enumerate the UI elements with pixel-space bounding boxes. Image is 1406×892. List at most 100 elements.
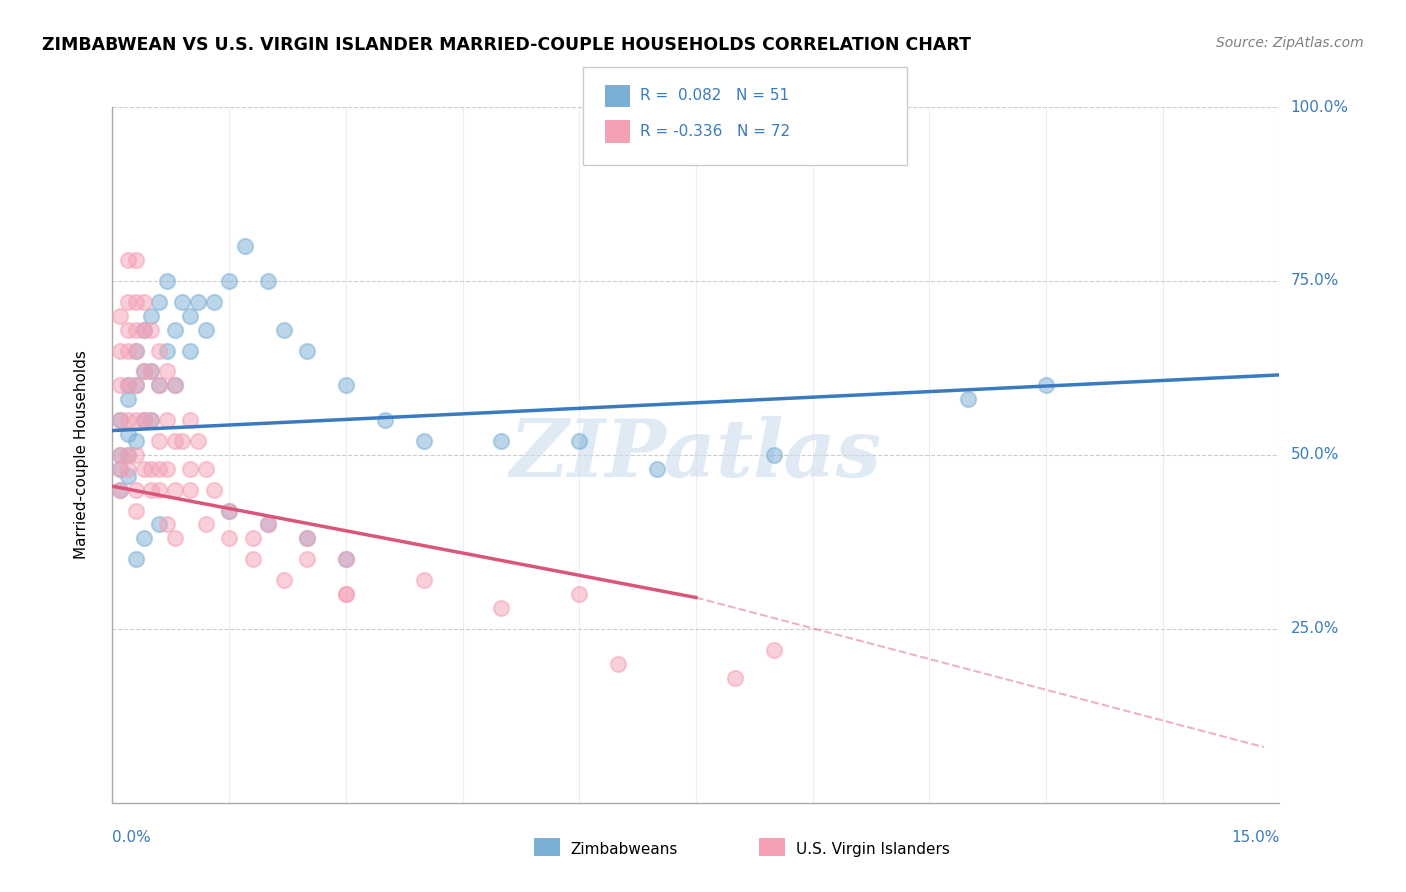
- Point: [125, 483, 148, 497]
- Point: [132, 413, 155, 427]
- Point: [163, 483, 186, 497]
- Point: [187, 434, 209, 448]
- Point: [117, 343, 139, 358]
- Point: [242, 552, 264, 566]
- Point: [148, 434, 170, 448]
- Point: [125, 323, 148, 337]
- Point: [156, 274, 179, 288]
- Point: [163, 434, 186, 448]
- Point: [172, 294, 194, 309]
- Text: 25.0%: 25.0%: [1291, 622, 1339, 636]
- Point: [957, 392, 980, 407]
- Point: [132, 462, 155, 476]
- Point: [179, 483, 201, 497]
- Point: [110, 462, 132, 476]
- Point: [125, 552, 148, 566]
- Point: [187, 294, 209, 309]
- Point: [141, 309, 163, 323]
- Point: [724, 671, 747, 685]
- Point: [335, 587, 357, 601]
- Text: 50.0%: 50.0%: [1291, 448, 1339, 462]
- Point: [218, 503, 240, 517]
- Point: [110, 448, 132, 462]
- Point: [163, 323, 186, 337]
- Point: [257, 517, 280, 532]
- Point: [132, 364, 155, 378]
- Point: [132, 323, 155, 337]
- Point: [132, 294, 155, 309]
- Text: 15.0%: 15.0%: [1232, 830, 1279, 845]
- Point: [125, 343, 148, 358]
- Point: [117, 323, 139, 337]
- Point: [132, 323, 155, 337]
- Point: [257, 274, 280, 288]
- Point: [607, 657, 630, 671]
- Point: [148, 517, 170, 532]
- Point: [179, 413, 201, 427]
- Point: [335, 552, 357, 566]
- Point: [412, 434, 434, 448]
- Point: [141, 413, 163, 427]
- Point: [295, 532, 318, 546]
- Point: [141, 483, 163, 497]
- Point: [156, 364, 179, 378]
- Point: [156, 517, 179, 532]
- Point: [110, 462, 132, 476]
- Point: [179, 343, 201, 358]
- Point: [156, 343, 179, 358]
- Point: [295, 343, 318, 358]
- Point: [110, 483, 132, 497]
- Point: [117, 448, 139, 462]
- Point: [125, 253, 148, 268]
- Text: 100.0%: 100.0%: [1291, 100, 1348, 114]
- Point: [163, 378, 186, 392]
- Point: [148, 462, 170, 476]
- Point: [218, 274, 240, 288]
- Point: [141, 364, 163, 378]
- Text: R = -0.336   N = 72: R = -0.336 N = 72: [640, 124, 790, 139]
- Point: [110, 448, 132, 462]
- Point: [194, 462, 217, 476]
- Point: [117, 468, 139, 483]
- Point: [141, 323, 163, 337]
- Point: [125, 448, 148, 462]
- Text: ZIMBABWEAN VS U.S. VIRGIN ISLANDER MARRIED-COUPLE HOUSEHOLDS CORRELATION CHART: ZIMBABWEAN VS U.S. VIRGIN ISLANDER MARRI…: [42, 36, 972, 54]
- Point: [179, 462, 201, 476]
- Point: [148, 378, 170, 392]
- Point: [163, 378, 186, 392]
- Point: [148, 378, 170, 392]
- Text: 75.0%: 75.0%: [1291, 274, 1339, 288]
- Point: [117, 294, 139, 309]
- Point: [117, 378, 139, 392]
- Point: [125, 378, 148, 392]
- Point: [335, 378, 357, 392]
- Point: [110, 483, 132, 497]
- Point: [233, 239, 256, 253]
- Point: [110, 413, 132, 427]
- Point: [273, 323, 295, 337]
- Point: [257, 517, 280, 532]
- Text: U.S. Virgin Islanders: U.S. Virgin Islanders: [796, 842, 949, 856]
- Point: [194, 517, 217, 532]
- Point: [218, 532, 240, 546]
- Point: [491, 601, 513, 615]
- Point: [125, 294, 148, 309]
- Point: [110, 378, 132, 392]
- Point: [141, 364, 163, 378]
- Text: ZIPatlas: ZIPatlas: [510, 417, 882, 493]
- Point: [1035, 378, 1057, 392]
- Point: [117, 378, 139, 392]
- Point: [762, 448, 785, 462]
- Text: Zimbabweans: Zimbabweans: [571, 842, 678, 856]
- Point: [762, 642, 785, 657]
- Point: [148, 483, 170, 497]
- Point: [295, 532, 318, 546]
- Point: [172, 434, 194, 448]
- Point: [491, 434, 513, 448]
- Point: [141, 413, 163, 427]
- Point: [148, 294, 170, 309]
- Point: [179, 309, 201, 323]
- Point: [218, 503, 240, 517]
- Point: [125, 413, 148, 427]
- Point: [148, 343, 170, 358]
